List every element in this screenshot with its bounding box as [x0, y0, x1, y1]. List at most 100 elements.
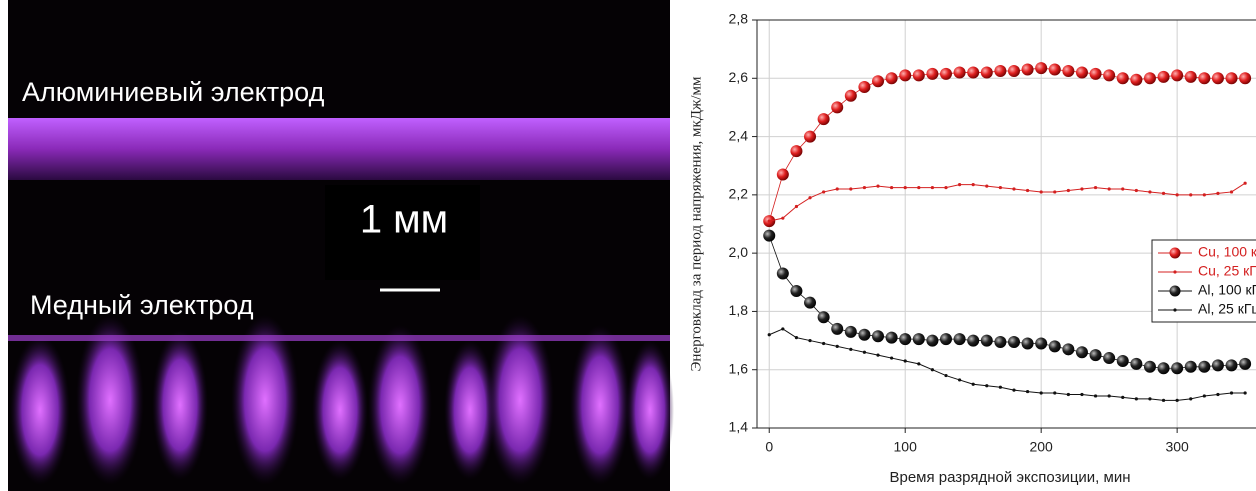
data-point — [1103, 69, 1116, 82]
data-point — [1035, 62, 1048, 75]
data-point — [1093, 394, 1098, 398]
series-line — [768, 67, 1246, 222]
data-point — [1130, 357, 1143, 370]
data-point — [1021, 337, 1034, 350]
data-point — [1239, 72, 1252, 85]
data-point — [1134, 397, 1138, 401]
data-point — [1243, 391, 1247, 395]
data-point — [808, 196, 812, 200]
x-tick-label: 100 — [894, 439, 918, 455]
data-point — [912, 333, 925, 346]
data-point — [1107, 394, 1111, 398]
x-tick-label: 0 — [765, 439, 773, 455]
data-point — [1035, 337, 1048, 350]
series-line — [769, 182, 1246, 222]
data-point — [822, 190, 826, 194]
data-point — [767, 219, 771, 223]
scale-box — [325, 185, 480, 280]
data-point — [1103, 352, 1116, 365]
data-point — [817, 113, 830, 126]
data-point — [1243, 181, 1247, 185]
data-point — [1116, 354, 1129, 367]
y-tick-label: 1,4 — [729, 419, 749, 435]
data-point — [1093, 185, 1098, 190]
data-point — [776, 267, 789, 280]
data-point — [953, 66, 966, 79]
data-point — [967, 66, 980, 79]
legend-marker — [1169, 285, 1181, 297]
data-point — [1229, 190, 1234, 194]
y-tick-label: 2,0 — [729, 244, 749, 260]
data-point — [849, 347, 853, 351]
data-point — [804, 130, 817, 143]
data-point — [822, 341, 826, 346]
legend-label: Cu, 25 кГц — [1198, 263, 1256, 279]
data-point — [944, 185, 948, 190]
data-point — [1175, 193, 1179, 197]
data-point — [1089, 349, 1102, 362]
data-point — [804, 296, 817, 309]
data-point — [862, 185, 867, 190]
data-point — [903, 185, 907, 190]
data-point — [953, 333, 966, 346]
data-point — [1202, 394, 1206, 398]
data-point — [1189, 397, 1193, 401]
data-point — [1157, 70, 1170, 83]
data-point — [980, 334, 993, 347]
data-point — [1080, 392, 1084, 397]
data-point — [957, 378, 962, 382]
data-point — [1184, 70, 1197, 83]
data-point — [767, 333, 771, 337]
legend-box — [1151, 239, 1256, 323]
data-point — [876, 184, 880, 188]
data-point — [1025, 188, 1030, 193]
data-point — [1012, 388, 1016, 392]
data-point — [844, 325, 857, 338]
data-point — [872, 330, 885, 343]
data-point — [790, 145, 803, 158]
data-point — [899, 69, 912, 82]
data-point — [1025, 389, 1030, 394]
data-point — [1130, 73, 1143, 86]
data-point — [1066, 392, 1070, 397]
data-point — [903, 359, 907, 363]
data-point — [1171, 69, 1184, 82]
data-point — [971, 382, 975, 386]
data-point — [998, 185, 1002, 190]
data-point — [980, 66, 993, 79]
data-point — [917, 362, 921, 366]
data-point — [1239, 357, 1252, 370]
data-point — [858, 81, 871, 94]
x-axis-title: Время разрядной экспозиции, мин — [889, 469, 1130, 486]
data-point — [1225, 72, 1238, 85]
data-point — [994, 336, 1007, 349]
data-point — [1107, 187, 1111, 191]
y-axis-title: Энерговклад за период напряжения, мкДж/м… — [688, 76, 704, 371]
x-tick-label: 200 — [1029, 439, 1053, 455]
data-point — [1202, 193, 1206, 197]
data-point — [1157, 362, 1170, 375]
data-point — [926, 67, 939, 80]
data-point — [1148, 190, 1152, 194]
legend: Cu, 100 кГц Cu, 25 кГц Al, 100 кГц Al, 25 к… — [1151, 239, 1256, 323]
data-point — [831, 322, 844, 335]
y-tick-label: 2,4 — [729, 127, 749, 143]
data-point — [858, 328, 871, 341]
series-line — [769, 328, 1246, 401]
data-point — [957, 183, 962, 187]
y-tick-label: 1,6 — [729, 360, 749, 376]
data-point — [794, 336, 799, 340]
data-point — [1062, 343, 1075, 356]
copper-discharge — [8, 315, 674, 485]
data-point — [985, 384, 989, 388]
data-point — [1053, 190, 1057, 194]
data-point — [1198, 360, 1211, 373]
data-point — [944, 373, 948, 378]
data-point — [1171, 362, 1184, 375]
data-point — [890, 356, 894, 360]
data-point — [1048, 63, 1061, 76]
y-tick-label: 2,2 — [729, 186, 749, 202]
y-tick-label: 1,8 — [729, 302, 749, 318]
data-point — [1175, 398, 1179, 402]
